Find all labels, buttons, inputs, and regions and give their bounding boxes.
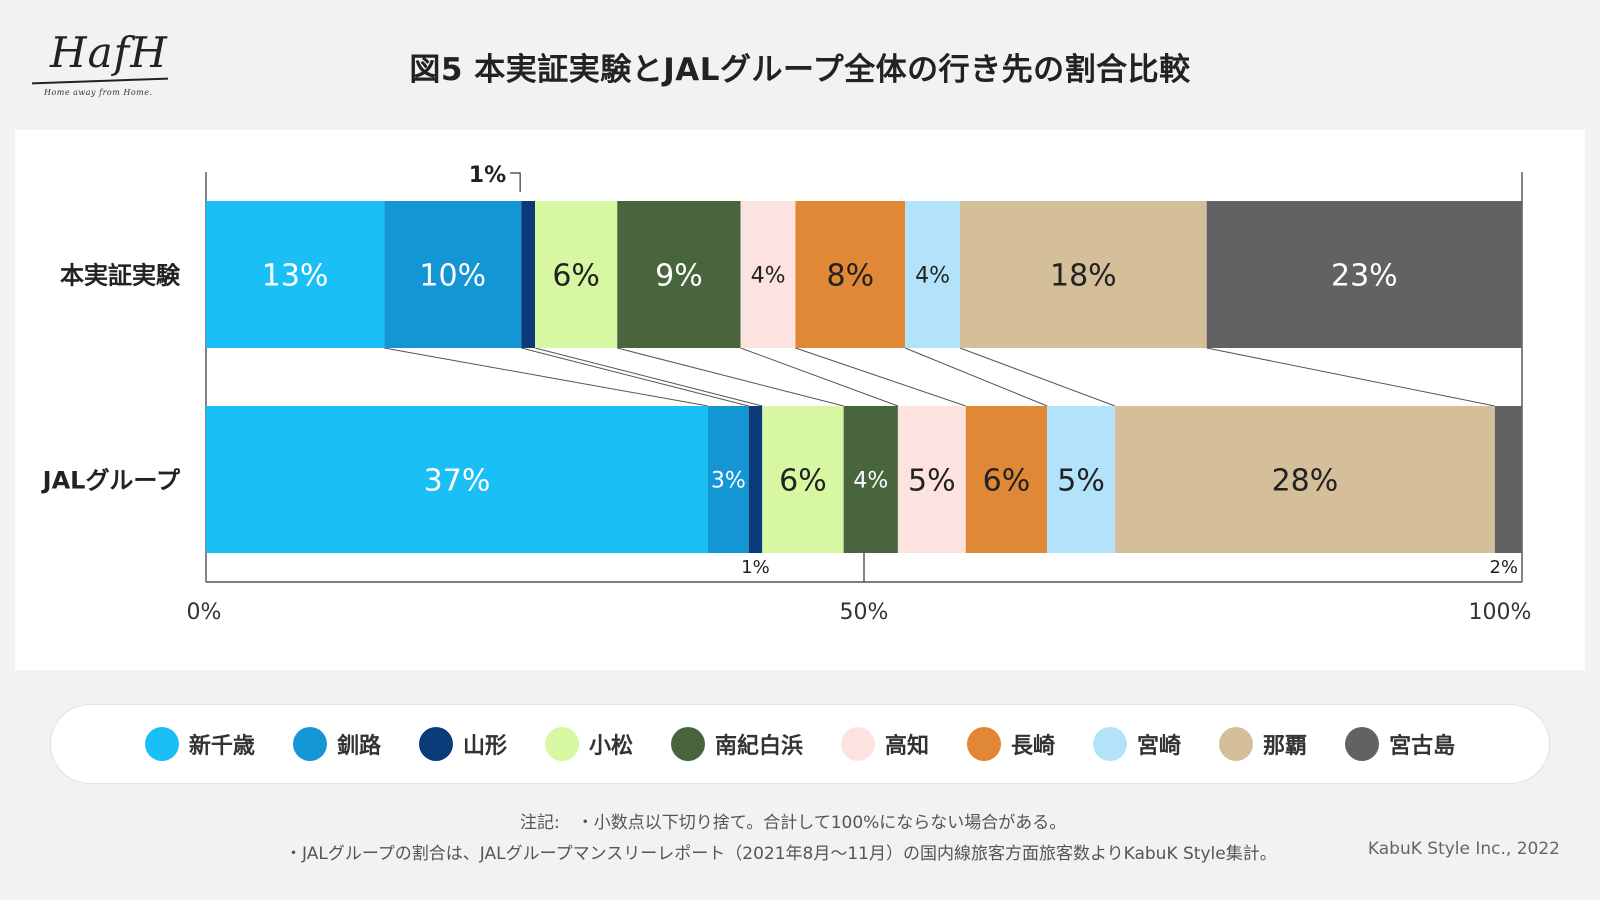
legend-label: 小松	[588, 734, 633, 759]
connector-line	[534, 347, 763, 407]
note-line-2: ・JALグループの割合は、JALグループマンスリーレポート（2021年8月〜11…	[285, 844, 1277, 864]
legend-item: 釧路	[292, 727, 381, 761]
legend-swatch	[841, 727, 875, 761]
bar-segment	[1047, 406, 1115, 553]
data-label-below: 2%	[1489, 557, 1518, 578]
data-label: 6%	[779, 463, 827, 498]
bar-segment	[897, 406, 966, 553]
legend-label: 高知	[885, 734, 930, 759]
category-label: JALグループ	[41, 467, 181, 495]
legend-swatch	[418, 727, 453, 761]
legend-swatch	[1219, 727, 1254, 761]
bar-segment	[617, 201, 741, 348]
hafh-logo: HafH Home away from Home.	[30, 28, 170, 108]
data-label: 37%	[424, 463, 491, 498]
legend-swatch	[1345, 727, 1380, 761]
category-label: 本実証実験	[60, 262, 181, 290]
data-label: 6%	[983, 463, 1031, 498]
bar-segment	[748, 406, 763, 553]
data-label-outside: 1%	[469, 163, 506, 188]
legend-label: 南紀白浜	[714, 734, 803, 759]
legend-label: 宮崎	[1137, 734, 1182, 759]
legend-item: 宮古島	[1345, 727, 1455, 761]
bar-segment	[959, 201, 1207, 348]
legend-label: 長崎	[1011, 734, 1056, 759]
data-label: 6%	[552, 258, 600, 293]
credit: KabuK Style Inc., 2022	[1367, 839, 1560, 859]
data-label: 3%	[711, 468, 746, 493]
data-label: 8%	[826, 258, 874, 293]
stacked-bar-chart: 本実証実験 JALグループ 13% 10% 1% 6% 9% 4% 8% 4% 18% 23% 37% 3…	[41, 163, 1532, 625]
bar-segment	[740, 201, 796, 348]
legend-label: 釧路	[336, 734, 381, 759]
connector-line	[521, 347, 749, 407]
callout-bracket	[510, 172, 521, 192]
data-label: 4%	[751, 263, 786, 288]
data-label: 28%	[1272, 463, 1339, 498]
bar-segment	[905, 201, 960, 348]
legend-item: 小松	[544, 727, 633, 761]
legend-item: 長崎	[967, 727, 1055, 761]
data-label-below: 1%	[741, 557, 770, 578]
connector-line	[959, 347, 1116, 407]
connector-line	[384, 347, 709, 407]
bar-segment	[965, 406, 1048, 553]
connector-line	[904, 347, 1048, 407]
bar-segment	[206, 201, 385, 348]
data-label: 9%	[655, 258, 703, 293]
connector-line	[1206, 347, 1495, 407]
data-label: 18%	[1050, 258, 1117, 293]
legend-item: 那覇	[1219, 727, 1307, 761]
data-label: 23%	[1331, 258, 1398, 293]
bar-segment	[843, 406, 898, 553]
legend-label: 山形	[462, 734, 507, 759]
bar-segment	[535, 201, 618, 348]
data-label: 13%	[262, 258, 329, 293]
legend-swatch	[670, 727, 705, 761]
legend-label: 宮古島	[1389, 734, 1456, 759]
legend-item: 南紀白浜	[670, 727, 803, 761]
legend-swatch	[1093, 727, 1128, 761]
logo-script: HafH	[50, 28, 168, 77]
logo-tagline: Home away from Home.	[44, 88, 153, 97]
legend: 新千歳 釧路 山形 小松 南紀白浜 高知 長崎 宮崎 那覇 宮古島	[50, 704, 1550, 784]
bar-segment	[206, 406, 708, 553]
connector-line	[795, 347, 966, 407]
connector-line	[740, 347, 899, 407]
bar-segment	[1206, 201, 1522, 348]
x-tick-label: 50%	[840, 600, 889, 625]
legend-swatch	[292, 727, 327, 761]
x-tick-label: 0%	[187, 600, 222, 625]
bar-segment	[707, 406, 749, 553]
note-line-1: 注記: ・小数点以下切り捨て。合計して100%にならない場合がある。	[520, 813, 1067, 833]
bar-segment	[521, 201, 535, 348]
legend-swatch	[144, 727, 179, 761]
bar-segment	[384, 201, 522, 348]
data-label: 4%	[853, 468, 888, 493]
bar-segment	[795, 201, 906, 348]
legend-item: 宮崎	[1093, 727, 1181, 761]
legend-label: 那覇	[1263, 734, 1308, 759]
legend-item: 山形	[418, 727, 507, 761]
legend-item: 高知	[841, 727, 929, 761]
data-label: 5%	[908, 463, 956, 498]
chart-title: 図5 本実証実験とJALグループ全体の行き先の割合比較	[409, 52, 1191, 88]
bar-segment	[1494, 406, 1522, 553]
connector-line	[617, 347, 844, 407]
bar-segment	[1114, 406, 1495, 553]
legend-label: 新千歳	[188, 734, 255, 759]
legend-swatch	[967, 727, 1002, 761]
bar-segment	[762, 406, 844, 553]
x-tick-label: 100%	[1469, 600, 1532, 625]
legend-swatch	[544, 727, 579, 761]
data-label: 4%	[915, 263, 950, 288]
legend-item: 新千歳	[144, 727, 255, 761]
data-label: 5%	[1057, 463, 1105, 498]
data-label: 10%	[419, 258, 486, 293]
